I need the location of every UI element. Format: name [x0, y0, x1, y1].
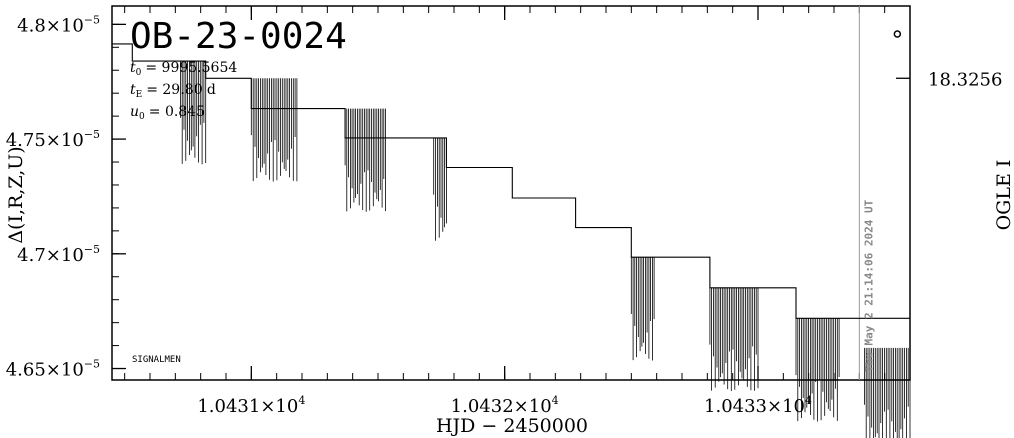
data-burst — [344, 108, 387, 212]
te-param: tE = 29.80 d — [130, 82, 216, 100]
chart-title: OB-23-0024 — [130, 16, 347, 57]
timestamp-label: Thu May 2 21:14:06 2024 UT — [862, 199, 875, 372]
data-burst — [795, 318, 840, 422]
x-tick-label: 1.0433×104 — [704, 394, 812, 417]
x-tick-label: 1.0432×104 — [451, 394, 559, 417]
t0-param: t0 = 9995.5654 — [130, 60, 237, 78]
series-layer — [112, 6, 911, 438]
y-tick-label: 4.8×10−5 — [17, 13, 100, 36]
data-burst — [433, 137, 447, 241]
data-burst — [630, 257, 655, 361]
parameter-block: t0 = 9995.5654 tE = 29.80 d u0 = 0.845 — [130, 60, 237, 122]
y-tick-label: 4.75×10−5 — [6, 128, 100, 151]
light-curve-line — [112, 43, 910, 319]
data-burst — [179, 61, 207, 165]
y-axis-title-right: OGLE I — [993, 160, 1014, 231]
data-burst — [250, 78, 298, 182]
plot-frame — [111, 5, 911, 381]
y-tick-label: 4.7×10−5 — [17, 243, 100, 266]
data-burst — [864, 347, 911, 438]
open-circle-marker — [893, 30, 902, 38]
u0-param: u0 = 0.845 — [130, 104, 205, 122]
y-tick-label: 4.65×10−5 — [6, 358, 100, 381]
y-axis-title-left: Δ(I,R,Z,U) — [5, 146, 27, 243]
data-burst — [709, 287, 759, 391]
labels-layer: 1.0431×104 1.0432×104 1.0433×104 4.8×10−5 4.… — [6, 13, 1003, 417]
right-tick-label: 18.3256 — [928, 69, 1002, 90]
signalmen-label: SIGNALMEN — [132, 355, 181, 365]
axis-ticks — [112, 6, 911, 380]
x-axis-title: HJD − 2450000 — [436, 415, 588, 437]
x-tick-label: 1.0431×104 — [197, 394, 305, 417]
